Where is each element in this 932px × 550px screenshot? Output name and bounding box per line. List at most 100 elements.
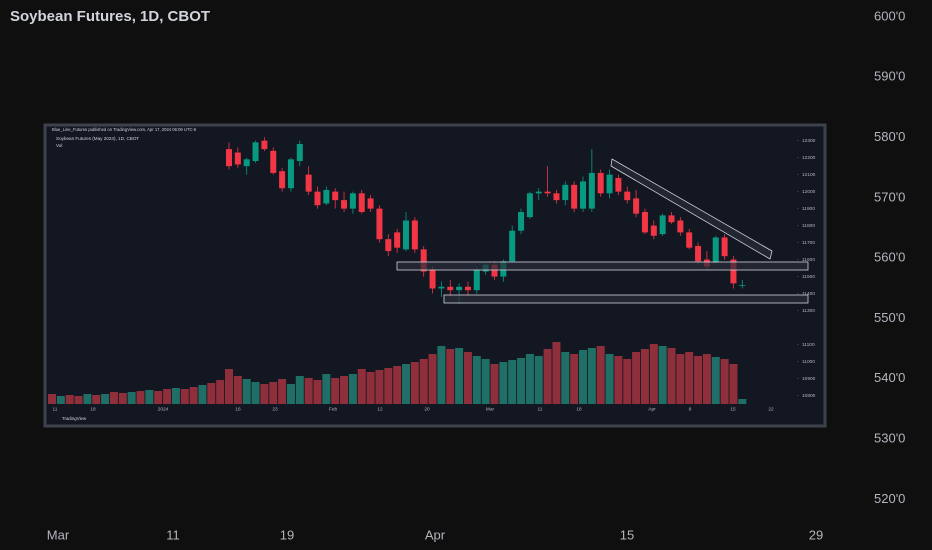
candle-body <box>456 286 463 291</box>
candle-body <box>659 215 666 235</box>
price-axis-label: 530'0 <box>874 431 905 446</box>
y-tick-label: 11900 <box>802 206 815 212</box>
support-band <box>396 261 809 271</box>
trend-channel <box>610 158 773 260</box>
snapshot-credit: Blue_Line_Futures published on TradingVi… <box>52 127 197 132</box>
price-axis-label: 590'0 <box>874 69 905 84</box>
time-axis-label: Mar <box>47 527 70 542</box>
candle-body <box>226 149 232 167</box>
volume-bar <box>552 342 561 404</box>
volume-bar <box>127 392 136 404</box>
price-axis-label: 520'0 <box>874 491 905 506</box>
candle-body <box>695 245 702 262</box>
volume-bar <box>304 378 313 404</box>
candle-body <box>349 193 356 209</box>
volume-bar <box>702 354 711 404</box>
x-tick-label: 18 <box>576 406 582 412</box>
candle-body <box>305 174 312 192</box>
volume-bar <box>136 391 145 404</box>
candle-body <box>234 152 241 165</box>
price-axis-label: 570'0 <box>874 189 905 204</box>
volume-bar <box>720 359 729 404</box>
volume-bar <box>561 352 570 404</box>
candle-body <box>562 184 569 201</box>
snapshot-plot <box>48 137 747 404</box>
time-axis-label: Apr <box>425 527 446 542</box>
time-axis-label: 29 <box>809 527 823 542</box>
time-axis-label: 19 <box>280 527 294 542</box>
volume-bar <box>570 354 579 404</box>
volume-bar <box>579 350 587 404</box>
candle-body <box>261 140 268 150</box>
volume-bar <box>685 352 694 404</box>
volume-bar <box>393 366 402 404</box>
volume-bar <box>384 368 393 404</box>
x-tick-label: 20 <box>424 406 430 412</box>
candle-body <box>394 232 401 248</box>
candle-body <box>438 286 445 289</box>
volume-bar <box>92 395 101 404</box>
candle-body <box>420 249 427 272</box>
y-tick-label: 10900 <box>802 376 816 382</box>
volume-bar <box>348 374 357 404</box>
volume-bar <box>543 349 552 404</box>
candle-body <box>332 191 339 201</box>
volume-bar <box>286 384 295 404</box>
volume-bar <box>313 380 322 404</box>
volume-bar <box>676 354 685 404</box>
y-tick-label: 11300 <box>802 308 815 314</box>
candle-body <box>615 178 622 192</box>
volume-bar <box>667 348 676 404</box>
x-tick-label: 11 <box>538 406 543 412</box>
volume-bar <box>472 356 481 404</box>
volume-bar <box>101 394 110 404</box>
candle-body <box>270 150 277 173</box>
volume-bar <box>525 354 534 404</box>
y-tick-label: 11000 <box>802 359 815 365</box>
volume-bar <box>517 358 526 404</box>
brand: TradingView <box>62 416 87 421</box>
volume-bar <box>180 389 189 404</box>
candle-body <box>624 191 631 201</box>
x-tick-label: 22 <box>768 406 774 412</box>
candle-body <box>464 286 471 291</box>
y-tick-label: 11600 <box>802 257 815 263</box>
volume-bar <box>269 382 278 404</box>
price-axis-label: 560'0 <box>874 250 905 265</box>
candle-body <box>385 239 392 252</box>
candle-body <box>739 285 746 286</box>
candle-body <box>686 232 693 248</box>
volume-bar <box>216 380 225 404</box>
volume-bar <box>331 378 340 404</box>
candle-body <box>641 212 648 233</box>
candle-body <box>429 269 436 289</box>
volume-bar <box>596 346 605 404</box>
candle-body <box>633 198 640 214</box>
volume-label: Vol <box>56 143 62 148</box>
volume-bar <box>623 359 632 404</box>
candle-body <box>553 193 560 201</box>
volume-bar <box>437 346 446 404</box>
volume-bar <box>729 364 738 404</box>
candle-body <box>712 237 719 263</box>
volume-bar <box>233 376 242 404</box>
snapshot-axes: 12300 12200 12100 12000 11900 11800 11700 11600… <box>53 138 816 412</box>
candle-body <box>358 193 365 213</box>
volume-bar <box>587 348 596 404</box>
candle-body <box>544 191 551 194</box>
volume-bar <box>419 359 428 404</box>
volume-bar <box>48 394 56 404</box>
volume-bar <box>375 370 384 404</box>
price-axis-label: 540'0 <box>874 370 905 385</box>
y-tick-label: 12100 <box>802 172 816 178</box>
volume-bar <box>163 389 172 404</box>
candle-body <box>447 286 454 291</box>
candle-body <box>314 191 321 206</box>
volume-bar <box>260 384 269 404</box>
y-tick-label: 12000 <box>802 189 816 195</box>
volume-bar <box>56 396 65 404</box>
y-tick-label: 11500 <box>802 274 815 280</box>
price-axis-label: 580'0 <box>874 129 905 144</box>
candle-body <box>323 189 330 204</box>
y-tick-label: 10800 <box>802 393 816 399</box>
